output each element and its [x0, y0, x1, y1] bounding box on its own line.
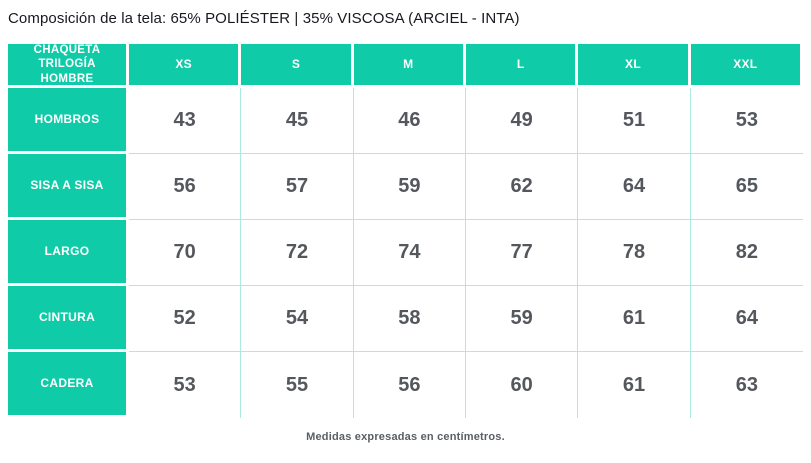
measure-label-sisa-a-sisa: SISA A SISA — [8, 154, 129, 220]
measure-label-hombros: HOMBROS — [8, 88, 129, 154]
value-cell: 54 — [241, 286, 354, 352]
value-cell: 82 — [690, 220, 803, 286]
value-cell: 51 — [578, 88, 691, 154]
size-header-s: S — [241, 44, 354, 88]
units-note: Medidas expresadas en centímetros. — [306, 431, 505, 443]
measure-label-cintura: CINTURA — [8, 286, 129, 352]
value-cell: 60 — [466, 352, 579, 418]
value-cell: 64 — [578, 154, 691, 220]
value-cell: 62 — [466, 154, 579, 220]
value-cell: 53 — [690, 88, 803, 154]
size-header-l: L — [466, 44, 579, 88]
value-cell: 55 — [241, 352, 354, 418]
value-cell: 58 — [353, 286, 466, 352]
value-cell: 52 — [129, 286, 242, 352]
size-header-xs: XS — [129, 44, 242, 88]
size-header-xxl: XXL — [690, 44, 803, 88]
size-chart-table: CHAQUETA TRILOGÍA HOMBRE XS S M L XL XXL… — [8, 44, 803, 418]
value-cell: 74 — [353, 220, 466, 286]
corner-header-cell: CHAQUETA TRILOGÍA HOMBRE — [8, 44, 129, 88]
value-cell: 53 — [129, 352, 242, 418]
value-cell: 64 — [690, 286, 803, 352]
value-cell: 57 — [241, 154, 354, 220]
value-cell: 43 — [129, 88, 242, 154]
measure-label-largo: LARGO — [8, 220, 129, 286]
value-cell: 77 — [466, 220, 579, 286]
size-header-xl: XL — [578, 44, 691, 88]
value-cell: 70 — [129, 220, 242, 286]
value-cell: 49 — [466, 88, 579, 154]
value-cell: 61 — [578, 352, 691, 418]
value-cell: 72 — [241, 220, 354, 286]
size-header-m: M — [353, 44, 466, 88]
value-cell: 56 — [353, 352, 466, 418]
measure-label-cadera: CADERA — [8, 352, 129, 418]
value-cell: 65 — [690, 154, 803, 220]
fabric-composition-title: Composición de la tela: 65% POLIÉSTER | … — [8, 10, 520, 27]
value-cell: 56 — [129, 154, 242, 220]
value-cell: 78 — [578, 220, 691, 286]
value-cell: 45 — [241, 88, 354, 154]
value-cell: 61 — [578, 286, 691, 352]
value-cell: 63 — [690, 352, 803, 418]
value-cell: 59 — [353, 154, 466, 220]
value-cell: 59 — [466, 286, 579, 352]
value-cell: 46 — [353, 88, 466, 154]
